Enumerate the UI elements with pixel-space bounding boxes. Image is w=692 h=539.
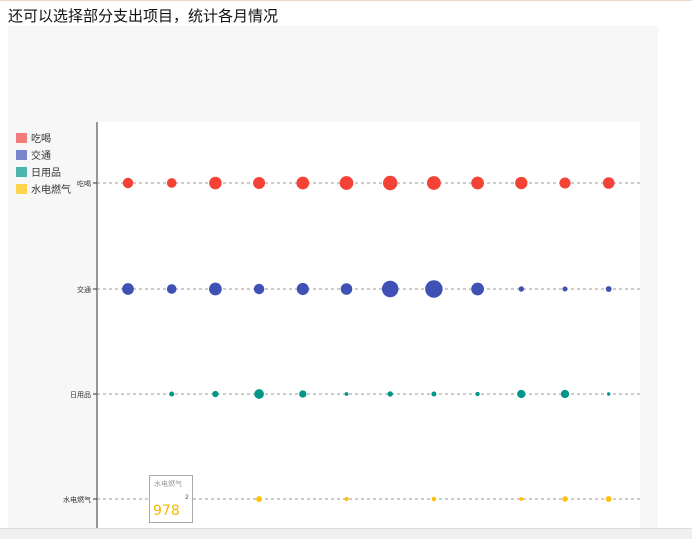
bubble[interactable] <box>256 496 263 502</box>
legend-swatch-jiaotong <box>16 149 27 160</box>
bubble[interactable] <box>344 392 349 396</box>
chart-legend: 吃喝 交通 日用品 水电燃气 <box>16 129 71 197</box>
bubble[interactable] <box>387 391 393 397</box>
bubble[interactable] <box>166 284 177 294</box>
y-tick-label: 日用品 <box>70 391 91 399</box>
bubble[interactable] <box>602 177 615 189</box>
bubble[interactable] <box>562 496 568 502</box>
bubble[interactable] <box>431 496 437 502</box>
legend-item-shuidian[interactable]: 水电燃气 <box>16 180 71 197</box>
bubble[interactable] <box>253 177 266 189</box>
tooltip: 水电燃气 2 978 <box>149 475 193 523</box>
legend-swatch-shuidian <box>16 183 27 194</box>
bubble[interactable] <box>166 178 177 188</box>
legend-item-riyongpin[interactable]: 日用品 <box>16 163 71 180</box>
bubble[interactable] <box>471 176 484 190</box>
bubble[interactable] <box>209 176 222 190</box>
bubble[interactable] <box>254 389 264 399</box>
bubble[interactable] <box>560 389 570 399</box>
bubble[interactable] <box>340 283 353 295</box>
bubble[interactable] <box>517 389 526 399</box>
bubble[interactable] <box>518 286 525 292</box>
page-heading: 还可以选择部分支出项目，统计各月情况 <box>8 7 279 25</box>
legend-swatch-riyongpin <box>16 166 27 177</box>
bubble[interactable] <box>605 496 612 502</box>
legend-label-jiaotong: 交通 <box>31 151 51 162</box>
bubble[interactable] <box>519 497 524 501</box>
bubble[interactable] <box>122 177 134 189</box>
bubble[interactable] <box>344 496 349 502</box>
bottom-scroll-area <box>0 528 692 539</box>
bubble[interactable] <box>381 280 399 298</box>
bubble[interactable] <box>169 391 175 397</box>
tooltip-superscript: 2 <box>185 494 189 501</box>
legend-label-chihe: 吃喝 <box>31 134 51 145</box>
bubble[interactable] <box>296 176 310 190</box>
bubble[interactable] <box>562 286 568 292</box>
legend-swatch-chihe <box>16 132 27 143</box>
bubble[interactable] <box>605 286 612 292</box>
bubble[interactable] <box>296 282 309 296</box>
bubble[interactable] <box>212 390 219 398</box>
bubble[interactable] <box>426 176 441 190</box>
plot-area <box>97 122 640 538</box>
bubble[interactable] <box>431 391 437 397</box>
y-tick-label: 吃喝 <box>77 179 91 188</box>
bubble[interactable] <box>559 177 571 189</box>
y-tick-label: 水电燃气 <box>63 495 91 504</box>
y-tick-label: 交通 <box>77 285 91 294</box>
bubble[interactable] <box>299 390 307 398</box>
legend-label-shuidian: 水电燃气 <box>31 185 71 196</box>
bubble[interactable] <box>339 176 354 190</box>
legend-item-jiaotong[interactable]: 交通 <box>16 146 71 163</box>
bubble[interactable] <box>471 282 484 296</box>
bubble[interactable] <box>515 176 528 190</box>
legend-item-chihe[interactable]: 吃喝 <box>16 129 71 146</box>
tooltip-value: 978 <box>153 503 180 519</box>
bubble[interactable] <box>606 392 611 396</box>
bubble[interactable] <box>122 283 134 295</box>
bubble[interactable] <box>253 283 265 295</box>
legend-label-riyongpin: 日用品 <box>31 168 61 179</box>
bubble[interactable] <box>383 175 398 191</box>
bubble[interactable] <box>475 391 480 397</box>
bubble[interactable] <box>425 280 443 298</box>
tooltip-series-name: 水电燃气 <box>154 480 182 488</box>
top-border <box>0 0 692 1</box>
bubble[interactable] <box>209 282 222 296</box>
